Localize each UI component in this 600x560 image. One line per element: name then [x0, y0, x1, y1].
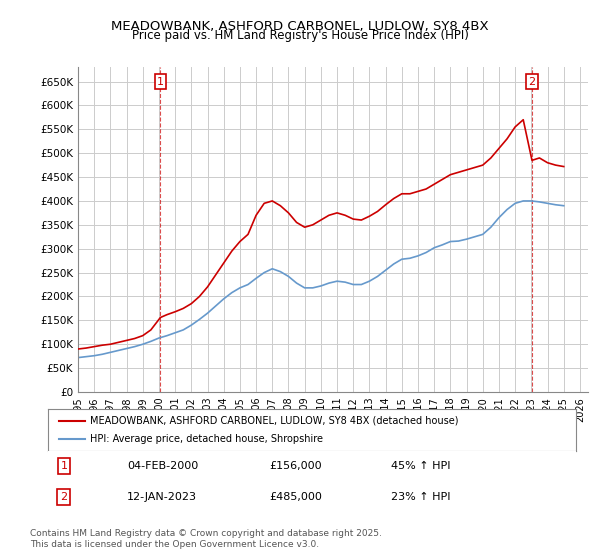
- Text: HPI: Average price, detached house, Shropshire: HPI: Average price, detached house, Shro…: [90, 434, 323, 444]
- Text: 04-FEB-2000: 04-FEB-2000: [127, 461, 199, 471]
- Text: £485,000: £485,000: [270, 492, 323, 502]
- Text: MEADOWBANK, ASHFORD CARBONEL, LUDLOW, SY8 4BX (detached house): MEADOWBANK, ASHFORD CARBONEL, LUDLOW, SY…: [90, 416, 459, 426]
- Text: 12-JAN-2023: 12-JAN-2023: [127, 492, 197, 502]
- Text: Price paid vs. HM Land Registry's House Price Index (HPI): Price paid vs. HM Land Registry's House …: [131, 29, 469, 42]
- Text: 1: 1: [61, 461, 67, 471]
- Text: Contains HM Land Registry data © Crown copyright and database right 2025.
This d: Contains HM Land Registry data © Crown c…: [30, 529, 382, 549]
- Text: 2: 2: [60, 492, 67, 502]
- Text: £156,000: £156,000: [270, 461, 322, 471]
- Text: 2: 2: [529, 77, 536, 87]
- Text: 45% ↑ HPI: 45% ↑ HPI: [391, 461, 451, 471]
- Text: MEADOWBANK, ASHFORD CARBONEL, LUDLOW, SY8 4BX: MEADOWBANK, ASHFORD CARBONEL, LUDLOW, SY…: [111, 20, 489, 32]
- Text: 1: 1: [157, 77, 164, 87]
- Text: 23% ↑ HPI: 23% ↑ HPI: [391, 492, 451, 502]
